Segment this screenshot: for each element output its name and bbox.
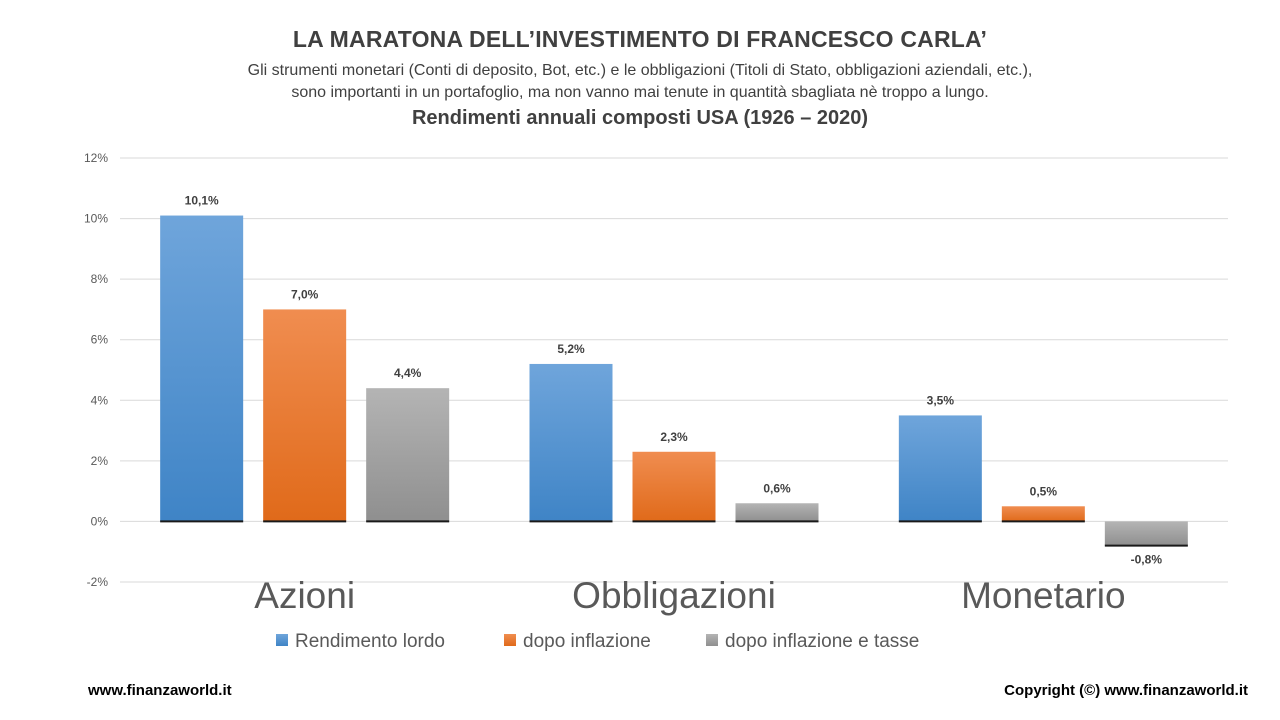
bar: [160, 215, 244, 522]
x-category-label: Azioni: [254, 575, 355, 616]
page-title: LA MARATONA DELL’INVESTIMENTO DI FRANCES…: [292, 26, 988, 52]
data-label: 0,5%: [1030, 484, 1058, 498]
y-tick-label: 2%: [91, 454, 109, 468]
footer-copyright: Copyright (©) www.finanzaworld.it: [1004, 682, 1248, 699]
y-tick-label: -2%: [87, 575, 109, 589]
y-tick-label: 8%: [91, 272, 109, 286]
data-label: 7,0%: [291, 287, 319, 301]
data-label: 2,3%: [660, 430, 688, 444]
data-label: 3,5%: [927, 393, 955, 407]
bar: [898, 415, 982, 522]
subtitle-line-2: sono importanti in un portafoglio, ma no…: [291, 84, 989, 101]
bar: [1104, 521, 1188, 546]
subtitle-line-1: Gli strumenti monetari (Conti di deposit…: [247, 62, 1033, 79]
bar-chart: 12% 10% 8% 6% 4% 2% 0% -2% 10,1% 7,0% 4,4% Azioni 5…: [84, 151, 1228, 652]
bar: [366, 388, 450, 522]
legend-swatch: [504, 634, 516, 646]
y-tick-label: 10%: [84, 212, 108, 226]
x-category-label: Obbligazioni: [572, 575, 776, 616]
data-label: 4,4%: [394, 366, 422, 380]
bar: [1001, 506, 1085, 522]
legend-swatch: [276, 634, 288, 646]
data-label: 0,6%: [763, 481, 791, 495]
bar: [632, 451, 716, 522]
footer-site-link[interactable]: www.finanzaworld.it: [88, 682, 232, 699]
bar: [529, 363, 613, 522]
legend-label: dopo inflazione: [523, 631, 651, 652]
y-tick-label: 0%: [91, 514, 109, 528]
legend-label: dopo inflazione e tasse: [725, 631, 919, 652]
y-tick-label: 12%: [84, 151, 108, 165]
chart-title: Rendimenti annuali composti USA (1926 – …: [411, 107, 869, 129]
data-label: -0,8%: [1131, 553, 1163, 567]
legend-label: Rendimento lordo: [295, 631, 445, 652]
bar: [735, 503, 819, 522]
y-tick-label: 6%: [91, 333, 109, 347]
x-category-label: Monetario: [961, 575, 1126, 616]
data-label: 5,2%: [557, 342, 585, 356]
legend-swatch: [706, 634, 718, 646]
data-label: 10,1%: [185, 194, 219, 208]
y-tick-label: 4%: [91, 393, 109, 407]
bar: [263, 309, 347, 522]
